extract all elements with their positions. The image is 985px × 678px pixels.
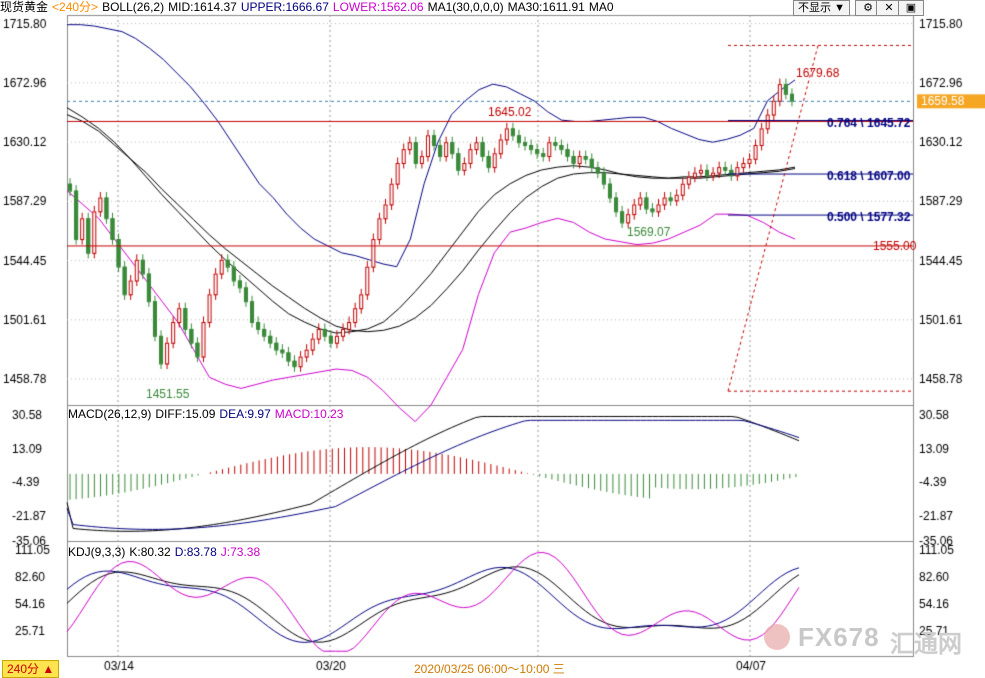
triangle-up-icon: ▲ — [42, 662, 55, 676]
kdj-j: J:73.38 — [220, 545, 261, 559]
chevron-down-icon: ▼ — [834, 2, 845, 14]
macd-header: MACD(26,12,9) DIFF:15.09 DEA:9.97 MACD:10.2… — [68, 407, 347, 421]
boll-upper-value: UPPER:1666.67 — [240, 0, 329, 14]
kdj-d: D:83.78 — [174, 545, 217, 559]
watermark-text-2: 汇通网 — [890, 631, 962, 658]
watermark-logo — [764, 624, 790, 650]
hide-button[interactable]: 不显示 ▼ — [793, 0, 850, 16]
macd-label: MACD(26,12,9) — [68, 407, 152, 421]
ma30-value: MA30:1611.91 — [507, 0, 585, 14]
macd-diff: DIFF:15.09 — [155, 407, 216, 421]
macd-macd: MACD:10.23 — [274, 407, 344, 421]
hide-button-label: 不显示 — [798, 2, 831, 14]
ma-label: MA1(30,0,0,0) — [427, 0, 504, 14]
gear-icon[interactable]: ⚙ — [855, 0, 881, 16]
macd-dea: DEA:9.97 — [219, 407, 271, 421]
timeframe-button[interactable]: 240分 ▲ — [2, 660, 60, 678]
symbol-title[interactable]: 现货黄金 — [0, 0, 49, 14]
watermark-text: FX678 — [798, 622, 880, 652]
boll-mid-value: MID:1614.37 — [168, 0, 237, 14]
chart-header: 现货黄金 <240分> BOLL(26,2) MID:1614.37 UPPER:166… — [0, 0, 985, 15]
kdj-k: K:80.32 — [129, 545, 171, 559]
window-resize-icon[interactable]: ▣ — [898, 0, 924, 16]
kdj-header: KDJ(9,3,3) K:80.32 D:83.78 J:73.38 — [68, 545, 264, 559]
boll-lower-value: LOWER:1562.06 — [332, 0, 424, 14]
kdj-label: KDJ(9,3,3) — [68, 545, 126, 559]
crosshair-date: 2020/03/25 06:00～10:00 三 — [412, 660, 567, 677]
timeframe-label[interactable]: <240分> — [52, 0, 99, 14]
timeframe-button-label: 240分 — [7, 662, 40, 676]
ma0-value: MA0 — [588, 0, 614, 14]
boll-label: BOLL(26,2) — [102, 0, 165, 14]
